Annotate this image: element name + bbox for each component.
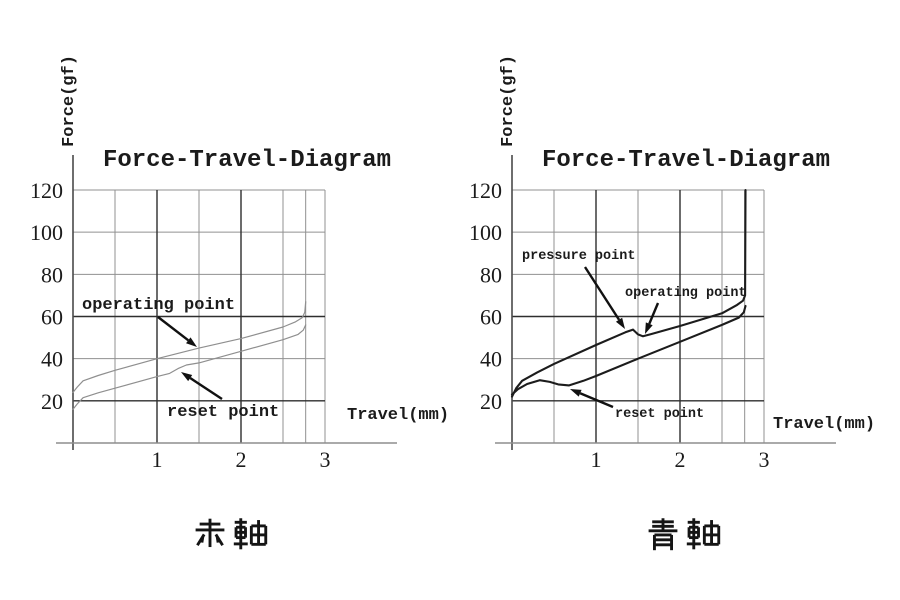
x-tick-label: 1 [152,447,163,472]
chart-blue-switch: 20 40 60 80 100 120 1 2 3 Force-Travel-Diagram For… [439,0,889,500]
y-tick-label: 80 [480,262,502,287]
annotation-reset-point: reset point [167,403,279,422]
caption-glyphs [648,518,721,551]
annotation-arrowhead [181,372,193,382]
y-tick-label: 120 [469,178,502,203]
annotation-reset-point: reset point [615,407,704,422]
x-tick-label: 2 [675,447,686,472]
caption-blue-switch [645,515,721,553]
series-press [72,301,307,393]
caption-red-switch [192,515,268,553]
y-tick-label: 20 [41,389,63,414]
y-tick-label: 20 [480,389,502,414]
x-tick-label: 2 [236,447,247,472]
y-tick-label: 60 [480,305,502,330]
annotation-arrowhead [645,322,653,334]
annotation-pressure-point: pressure point [522,249,635,264]
chart-title: Force-Travel-Diagram [542,147,830,174]
y-tick-label: 100 [30,220,63,245]
y-tick-label: 60 [41,305,63,330]
x-tick-label: 3 [320,447,331,472]
y-axis-label: Force(gf) [60,55,79,147]
x-axis-label: Travel(mm) [773,415,875,434]
annotation-arrowhead [186,337,197,347]
annotation-operating-point: operating point [625,286,747,301]
chart-red-switch: 20 40 60 80 100 120 1 2 3 Force-Travel-Diagram For… [0,0,450,500]
annotation-arrow-line [157,316,190,342]
series-press [510,188,747,398]
y-tick-label: 80 [41,262,63,287]
annotation-arrow-line [648,302,660,325]
chart-title: Force-Travel-Diagram [103,147,391,174]
y-tick-label: 40 [480,347,502,372]
y-axis-label: Force(gf) [499,55,518,147]
series-release [72,324,307,410]
annotation-arrow-line [189,377,223,401]
series-release [510,304,747,396]
cjk-glyph [648,518,678,551]
cjk-glyph [233,518,268,550]
red-switch-diagram: 20 40 60 80 100 120 1 2 3 Force-Travel-Diagram For… [30,55,449,472]
x-tick-label: 3 [759,447,770,472]
cjk-glyph [195,518,225,548]
y-tick-label: 100 [469,220,502,245]
annotation-arrowhead [615,317,625,329]
x-axis-label: Travel(mm) [347,406,449,425]
caption-glyphs [195,518,268,550]
cjk-glyph [686,518,721,550]
annotation-arrowhead [570,389,582,397]
y-tick-label: 120 [30,178,63,203]
annotation-operating-point: operating point [82,296,235,315]
blue-switch-diagram: 20 40 60 80 100 120 1 2 3 Force-Travel-Diagram For… [469,55,875,472]
annotation-arrow-line [579,392,614,409]
y-tick-label: 40 [41,347,63,372]
x-tick-label: 1 [591,447,602,472]
annotation-arrow-line [583,266,621,321]
